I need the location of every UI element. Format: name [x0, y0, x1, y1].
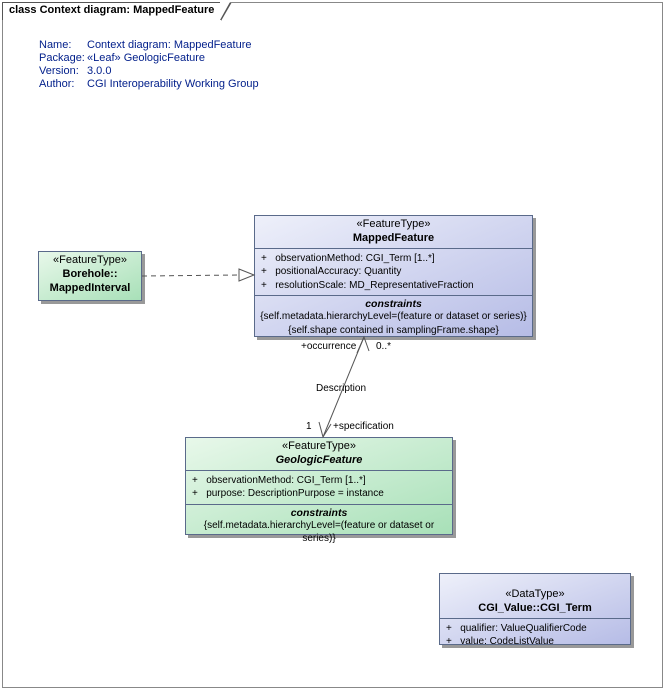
meta-author: CGI Interoperability Working Group: [87, 78, 259, 90]
attribute: + purpose: DescriptionPurpose = instance: [192, 487, 446, 501]
class-cgi-term[interactable]: «DataType» CGI_Value::CGI_Term + qualifi…: [439, 573, 631, 645]
attribute: + positionalAccuracy: Quantity: [261, 265, 526, 279]
frame-title-tab: class Context diagram: MappedFeature: [2, 2, 221, 20]
meta-package: «Leaf» GeologicFeature: [87, 52, 205, 64]
constraint: {self.metadata.hierarchyLevel=(feature o…: [190, 519, 448, 546]
attribute: + value: CodeListValue: [446, 635, 624, 649]
class-name: CGI_Value::CGI_Term: [444, 602, 626, 616]
meta-version-label: Version:: [39, 65, 87, 77]
class-name: GeologicFeature: [190, 454, 448, 468]
frame-title: class Context diagram: MappedFeature: [9, 4, 214, 16]
constraint: {self.metadata.hierarchyLevel=(feature o…: [259, 310, 528, 324]
class-mapped-interval[interactable]: «FeatureType» Borehole:: MappedInterval: [38, 251, 142, 301]
assoc-role-top: +occurrence: [301, 341, 356, 352]
class-name: MappedFeature: [259, 232, 528, 246]
stereotype: «FeatureType»: [43, 254, 137, 268]
class-name-line1: Borehole::: [43, 268, 137, 282]
stereotype: «FeatureType»: [190, 440, 448, 454]
constraints-header: constraints: [186, 504, 452, 519]
meta-name-label: Name:: [39, 39, 87, 51]
assoc-role-bot: +specification: [333, 421, 394, 432]
assoc-mult-bot: 1: [306, 421, 312, 432]
attribute: + observationMethod: CGI_Term [1..*]: [261, 252, 526, 266]
attribute: + resolutionScale: MD_RepresentativeFrac…: [261, 279, 526, 293]
class-geologic-feature[interactable]: «FeatureType» GeologicFeature + observat…: [185, 437, 453, 535]
meta-version: 3.0.0: [87, 65, 111, 77]
constraints-header: constraints: [255, 295, 532, 310]
assoc-name: Description: [316, 383, 366, 394]
attribute: + qualifier: ValueQualifierCode: [446, 622, 624, 636]
diagram-frame: class Context diagram: MappedFeature Nam…: [2, 2, 663, 688]
attribute: + observationMethod: CGI_Term [1..*]: [192, 474, 446, 488]
meta-author-label: Author:: [39, 78, 87, 90]
meta-name: Context diagram: MappedFeature: [87, 39, 251, 51]
class-mapped-feature[interactable]: «FeatureType» MappedFeature + observatio…: [254, 215, 533, 337]
stereotype: «FeatureType»: [259, 218, 528, 232]
assoc-mult-top: 0..*: [376, 341, 391, 352]
meta-package-label: Package:: [39, 52, 87, 64]
constraint: {self.shape contained in samplingFrame.s…: [259, 324, 528, 338]
diagram-metadata: Name:Context diagram: MappedFeature Pack…: [39, 39, 259, 91]
stereotype: «DataType»: [444, 588, 626, 602]
class-name-line2: MappedInterval: [43, 282, 137, 296]
